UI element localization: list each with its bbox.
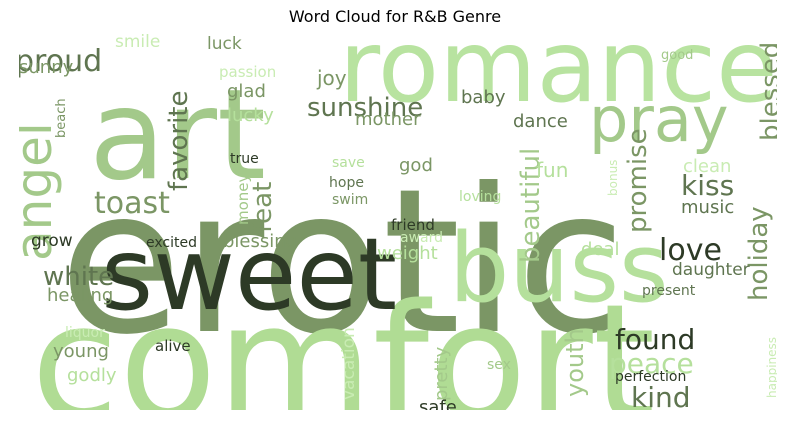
word-luck: luck — [207, 34, 242, 54]
word-proud: proud — [19, 44, 102, 79]
word-joy: joy — [316, 66, 347, 90]
word-toast: toast — [94, 186, 170, 221]
word-loving: loving — [459, 189, 501, 205]
word-lucky: lucky — [227, 105, 274, 126]
word-healing: healing — [47, 285, 113, 306]
word-buss: buss — [449, 214, 669, 324]
word-save: save — [332, 155, 365, 171]
word-clean: clean — [683, 156, 731, 177]
word-good: good — [661, 48, 693, 63]
word-feat: feat — [248, 182, 278, 233]
word-favorite: favorite — [164, 91, 194, 191]
word-cloud: erotic comfort art romance sweet buss pray ange… — [19, 33, 777, 410]
cloud-background — [19, 33, 777, 410]
word-alive: alive — [155, 337, 191, 355]
word-sunshine: sunshine — [307, 93, 423, 123]
word-blessed: blessed — [756, 42, 777, 141]
word-beautiful: beautiful — [516, 148, 546, 263]
word-daughter: daughter — [672, 260, 750, 280]
word-promise: promise — [623, 128, 653, 233]
word-award: award — [400, 230, 443, 246]
word-weight: weight — [377, 243, 438, 264]
word-young: young — [53, 341, 109, 362]
word-pray: pray — [589, 83, 729, 156]
word-excited: excited — [146, 235, 197, 251]
word-erotic: erotic — [59, 146, 626, 379]
word-swim: swim — [332, 192, 368, 208]
word-vacation: vacation — [339, 327, 359, 400]
word-god: god — [399, 155, 433, 176]
word-liquor: liquor — [65, 325, 105, 341]
word-fun: fun — [536, 158, 568, 182]
word-romance: romance — [339, 33, 777, 125]
word-kiss: kiss — [681, 169, 734, 202]
word-peace: peace — [609, 347, 694, 380]
word-bonus: bonus — [606, 160, 620, 196]
word-true: true — [230, 151, 259, 167]
word-deal: deal — [581, 239, 620, 260]
word-youth: youth — [561, 328, 589, 397]
word-blessing: blessing — [223, 231, 297, 252]
word-happiness: happiness — [765, 337, 777, 398]
word-art: art — [89, 63, 266, 208]
word-present: present — [642, 283, 696, 299]
word-safe: safe — [419, 397, 457, 410]
word-passion: passion — [219, 63, 276, 81]
word-grow: grow — [31, 231, 73, 251]
word-hope: hope — [329, 175, 364, 191]
word-sex: sex — [487, 357, 511, 373]
word-pretty: pretty — [431, 346, 452, 401]
word-found: found — [615, 323, 695, 356]
word-sunny: sunny — [19, 57, 74, 78]
word-music: music — [681, 197, 734, 218]
word-perfection: perfection — [615, 369, 686, 385]
word-money: money — [234, 173, 252, 225]
word-comfort: comfort — [31, 269, 655, 410]
chart-title: Word Cloud for R&B Genre — [288, 7, 502, 26]
word-angel: angel — [19, 122, 63, 261]
word-holiday: holiday — [744, 206, 774, 301]
word-smile: smile — [115, 33, 160, 52]
word-sweet: sweet — [101, 216, 397, 333]
word-dance: dance — [513, 111, 568, 132]
word-love: love — [659, 233, 722, 268]
word-white: white — [43, 262, 114, 292]
word-baby: baby — [461, 87, 506, 108]
word-godly: godly — [67, 365, 117, 386]
word-glad: glad — [227, 81, 266, 102]
word-kind: kind — [631, 381, 691, 410]
word-mother: mother — [355, 109, 421, 130]
word-beach: beach — [54, 98, 69, 138]
word-friend: friend — [391, 216, 435, 234]
